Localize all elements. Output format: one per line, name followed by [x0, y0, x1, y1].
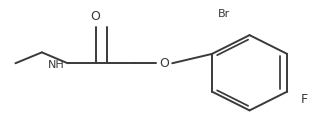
Text: O: O — [159, 57, 169, 70]
Text: O: O — [90, 10, 100, 23]
Text: NH: NH — [48, 60, 65, 70]
Text: F: F — [301, 93, 308, 106]
Text: Br: Br — [218, 9, 230, 19]
